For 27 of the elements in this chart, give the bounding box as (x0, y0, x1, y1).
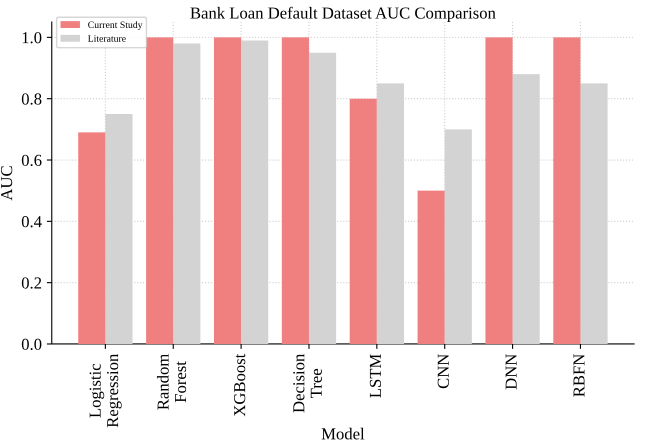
x-axis-title: Model (322, 428, 364, 440)
y-tick-label: 0.8 (22, 93, 42, 105)
bar (418, 190, 445, 344)
bar (350, 98, 377, 344)
x-tick-label: Logistic Regression (90, 354, 122, 428)
y-tick-label: 1.0 (22, 32, 42, 44)
x-tick-label: Decision Tree (293, 354, 322, 412)
legend-label: Literature (88, 35, 126, 42)
y-tick-label: 0.6 (22, 154, 42, 166)
y-axis-title: AUC (1, 166, 12, 200)
x-tick-label: DNN (506, 354, 517, 390)
y-tick-label: 0.4 (22, 216, 42, 228)
y-tick-label: 0.2 (22, 277, 42, 289)
x-tick-label: Random Forest (156, 354, 186, 410)
y-tick-label: 0.0 (22, 338, 42, 350)
x-tick-label: XGBoost (234, 354, 246, 416)
chart-title: Bank Loan Default Dataset AUC Comparison (190, 6, 496, 22)
bar (485, 37, 513, 344)
bar (553, 37, 580, 344)
x-tick-label: CNN (438, 354, 449, 388)
x-tick-label: RBFN (574, 354, 584, 397)
bar (146, 37, 174, 344)
bar (282, 37, 309, 344)
bar (78, 132, 106, 344)
legend-label: Current Study (88, 21, 143, 30)
bar (214, 37, 242, 344)
x-tick-label: LSTM (370, 354, 382, 398)
